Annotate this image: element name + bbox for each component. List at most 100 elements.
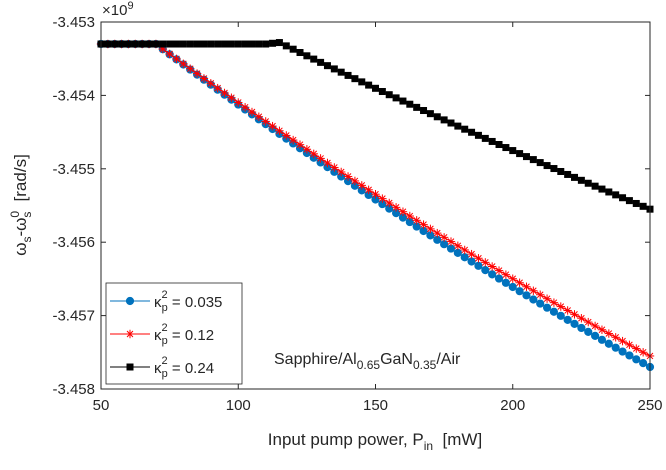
data-point: [522, 153, 530, 161]
data-point: [138, 40, 146, 48]
data-point: [611, 343, 620, 352]
data-point: [612, 191, 620, 199]
data-point: [372, 84, 379, 92]
data-point: [227, 93, 236, 102]
data-point: [289, 45, 297, 53]
data-point: [543, 162, 551, 170]
data-point: [632, 344, 641, 353]
data-point: [515, 278, 524, 287]
data-point: [420, 107, 428, 115]
data-point: [343, 172, 353, 181]
data-point: [481, 258, 490, 267]
legend-item: κ2 p = 0.12: [110, 322, 214, 347]
data-point: [563, 315, 572, 324]
x-axis-label: Input pump power, Pin [mW]: [268, 430, 482, 453]
data-point: [275, 39, 283, 47]
data-point: [330, 65, 338, 73]
data-point: [632, 199, 640, 207]
data-point: [536, 159, 544, 167]
data-point: [275, 126, 284, 135]
data-point: [509, 147, 517, 155]
data-point: [460, 245, 469, 255]
data-point: [378, 88, 386, 96]
data-point: [564, 170, 572, 178]
data-point: [625, 351, 634, 360]
data-point: [385, 91, 393, 99]
data-point: [255, 40, 263, 48]
data-point: [330, 163, 339, 172]
legend-marker: [126, 363, 134, 371]
data-point: [584, 317, 593, 327]
data-point: [351, 75, 359, 83]
data-point: [529, 286, 538, 295]
data-point: [179, 40, 187, 48]
data-point: [494, 266, 504, 275]
data-point: [234, 40, 242, 48]
data-point: [584, 179, 592, 187]
data-point: [213, 83, 222, 93]
data-point: [577, 176, 585, 184]
data-point: [453, 248, 462, 257]
data-point: [474, 131, 482, 139]
data-point: [159, 40, 167, 48]
data-point: [269, 39, 277, 47]
data-point: [227, 40, 235, 48]
data-point: [440, 240, 449, 249]
data-point: [282, 131, 291, 140]
data-point: [439, 233, 449, 242]
data-point: [365, 81, 373, 89]
legend-items: κ2 p = 0.035 κ2 p = 0.12 κ2 p = 0.24: [110, 289, 222, 380]
data-point: [262, 40, 270, 48]
data-point: [323, 158, 332, 168]
data-point: [412, 216, 421, 225]
data-point: [254, 112, 264, 121]
data-point: [508, 274, 517, 283]
data-point: [214, 40, 222, 48]
material-annotation: Sapphire/Al0.65GaN0.35/Air: [274, 351, 461, 372]
data-point: [590, 321, 600, 331]
ticks-layer: 50 100 150 200 250 -3.453 -3.454 -3.455 -3.456 -3…: [52, 14, 662, 414]
data-point: [591, 331, 600, 340]
x-tick-label: 100: [226, 397, 251, 414]
data-point: [104, 40, 112, 48]
data-point: [337, 68, 345, 76]
data-point: [446, 237, 456, 246]
legend-marker: [125, 296, 135, 306]
data-point: [186, 40, 194, 48]
data-point: [536, 299, 545, 308]
data-point: [447, 119, 455, 127]
y-tick-label: -3.458: [52, 381, 95, 398]
data-point: [446, 244, 456, 253]
data-point: [502, 144, 510, 152]
data-point: [557, 167, 565, 175]
legend-label: κ2 p = 0.24: [154, 355, 214, 380]
data-point: [344, 71, 352, 79]
data-point: [405, 211, 415, 221]
data-point: [282, 42, 290, 50]
data-point: [323, 62, 331, 70]
y-axis-label: ωs-ωs0 [rad/s]: [8, 154, 34, 256]
y-exponent-label: ×109: [102, 0, 134, 19]
data-point: [207, 40, 215, 48]
data-point: [625, 197, 633, 205]
data-point: [193, 40, 201, 48]
data-point: [639, 359, 648, 368]
data-point: [549, 307, 559, 316]
data-point: [563, 306, 572, 315]
data-point: [124, 40, 132, 48]
data-point: [247, 107, 257, 117]
data-point: [570, 310, 579, 319]
data-point: [495, 141, 503, 149]
data-point: [618, 336, 627, 346]
data-point: [378, 194, 387, 203]
data-point: [522, 282, 531, 291]
data-point: [309, 149, 318, 159]
data-point: [550, 165, 558, 173]
data-point: [165, 49, 174, 59]
data-point: [406, 100, 414, 108]
data-point: [364, 185, 373, 195]
data-point: [597, 335, 607, 344]
data-point: [199, 74, 209, 83]
data-point: [584, 327, 593, 337]
data-point: [529, 156, 537, 164]
